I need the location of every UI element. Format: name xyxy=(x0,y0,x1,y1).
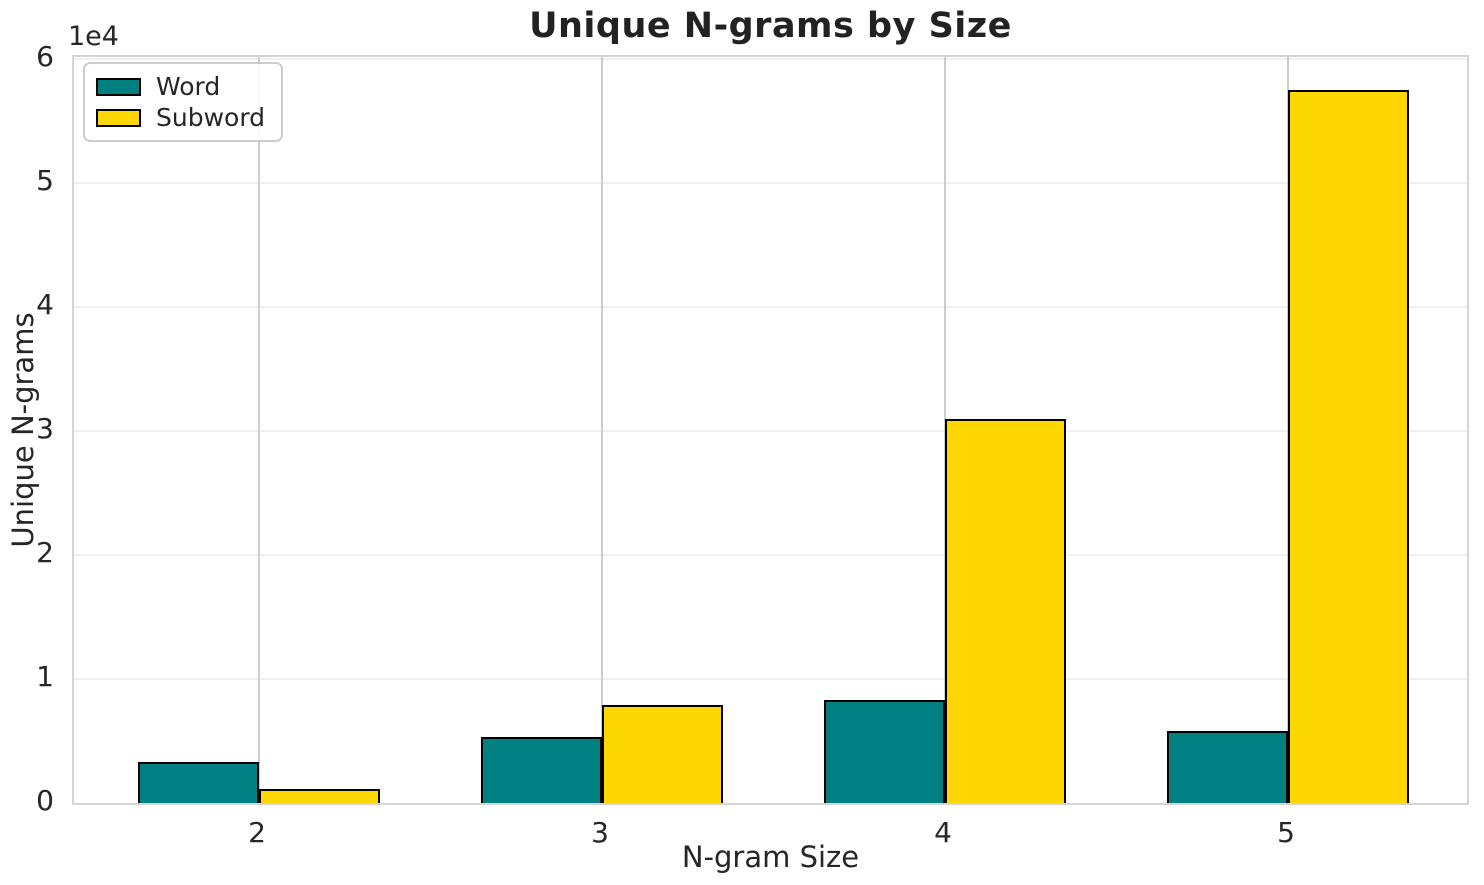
word-swatch-icon xyxy=(96,77,141,96)
word-bar-ngram-4 xyxy=(824,700,945,803)
horizontal-gridline xyxy=(74,58,1467,61)
subword-bar-ngram-3 xyxy=(602,705,723,803)
subword-bar-ngram-2 xyxy=(259,789,380,803)
chart-title: Unique N-grams by Size xyxy=(529,6,1012,46)
vertical-gridline xyxy=(258,57,260,803)
horizontal-gridline xyxy=(74,306,1467,309)
y-axis-offset-text: 1e4 xyxy=(68,21,119,52)
y-tick-label-6: 6 xyxy=(36,40,54,74)
legend-item-word: Word xyxy=(96,71,265,102)
y-tick-label-3: 3 xyxy=(36,412,54,446)
x-tick-label-4: 4 xyxy=(934,816,952,849)
legend: Word Subword xyxy=(83,62,284,142)
word-bar-ngram-2 xyxy=(138,762,259,803)
legend-label: Subword xyxy=(156,103,266,132)
horizontal-gridline xyxy=(74,430,1467,433)
word-bar-ngram-3 xyxy=(481,737,602,803)
y-tick-label-4: 4 xyxy=(36,288,54,322)
horizontal-gridline xyxy=(74,182,1467,185)
y-tick-label-0: 0 xyxy=(36,784,54,817)
plot-area: Word Subword xyxy=(72,55,1469,805)
legend-item-subword: Subword xyxy=(96,102,265,133)
vertical-gridline xyxy=(601,57,603,803)
horizontal-gridline xyxy=(74,554,1467,557)
subword-swatch-icon xyxy=(96,108,141,127)
y-tick-label-2: 2 xyxy=(36,536,54,570)
y-tick-label-1: 1 xyxy=(36,660,54,694)
word-bar-ngram-5 xyxy=(1167,731,1288,803)
x-tick-label-2: 2 xyxy=(248,816,266,849)
x-axis-label: N-gram Size xyxy=(681,840,860,874)
subword-bar-ngram-5 xyxy=(1288,90,1409,803)
x-tick-label-5: 5 xyxy=(1277,816,1295,849)
subword-bar-ngram-4 xyxy=(945,419,1066,803)
y-tick-label-5: 5 xyxy=(36,164,54,198)
legend-label: Word xyxy=(156,72,221,101)
horizontal-gridline xyxy=(74,678,1467,681)
x-tick-label-3: 3 xyxy=(591,816,609,849)
